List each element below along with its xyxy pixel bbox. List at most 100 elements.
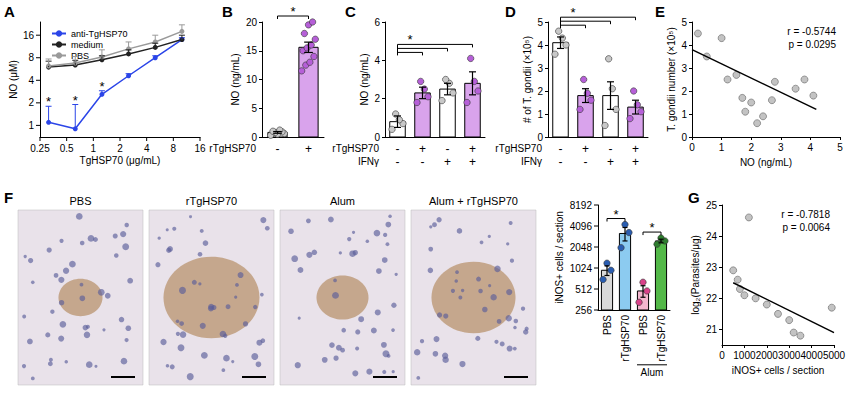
- svg-text:2: 2: [374, 93, 380, 104]
- svg-text:1: 1: [719, 142, 725, 153]
- svg-text:C: C: [345, 3, 356, 20]
- svg-text:-: -: [559, 142, 563, 156]
- svg-text:rTgHSP70: rTgHSP70: [656, 315, 667, 362]
- svg-text:*: *: [46, 94, 51, 109]
- svg-text:# of T. gondii (×10⁵): # of T. gondii (×10⁵): [522, 36, 533, 123]
- svg-text:IFNγ: IFNγ: [521, 156, 542, 167]
- svg-text:0: 0: [251, 132, 257, 143]
- svg-text:4096: 4096: [570, 221, 593, 232]
- svg-text:8: 8: [171, 143, 177, 154]
- svg-text:-: -: [396, 155, 400, 169]
- svg-text:-: -: [609, 142, 613, 156]
- svg-text:-: -: [446, 142, 450, 156]
- svg-text:4: 4: [681, 40, 687, 51]
- svg-text:4: 4: [537, 40, 543, 51]
- svg-text:log₂(Parasites/μg): log₂(Parasites/μg): [690, 235, 701, 315]
- svg-text:medium: medium: [71, 40, 103, 50]
- svg-text:5000: 5000: [823, 350, 846, 361]
- svg-text:+: +: [469, 155, 476, 169]
- svg-text:p = 0.0295: p = 0.0295: [788, 39, 836, 50]
- svg-text:4: 4: [28, 75, 34, 86]
- svg-text:0: 0: [719, 350, 725, 361]
- svg-text:2048: 2048: [570, 242, 593, 253]
- svg-text:22: 22: [706, 293, 718, 304]
- svg-text:3000: 3000: [778, 350, 801, 361]
- svg-text:2000: 2000: [756, 350, 779, 361]
- svg-text:Alum: Alum: [641, 367, 664, 378]
- svg-text:+: +: [632, 155, 639, 169]
- svg-text:*: *: [73, 93, 78, 108]
- svg-text:G: G: [688, 189, 700, 206]
- svg-text:F: F: [4, 189, 13, 206]
- svg-text:-: -: [396, 142, 400, 156]
- svg-text:1000: 1000: [733, 350, 756, 361]
- svg-text:1: 1: [91, 143, 97, 154]
- svg-text:iNOS+ cells / section: iNOS+ cells / section: [554, 211, 565, 304]
- svg-text:23: 23: [706, 262, 718, 273]
- svg-text:-: -: [584, 155, 588, 169]
- svg-text:rTgHSP70: rTgHSP70: [209, 143, 256, 154]
- svg-text:p = 0.0064: p = 0.0064: [782, 222, 830, 233]
- svg-text:+: +: [419, 142, 426, 156]
- svg-text:rTgHSP70: rTgHSP70: [495, 143, 542, 154]
- svg-text:-: -: [559, 155, 563, 169]
- svg-text:A: A: [4, 3, 15, 20]
- svg-text:+: +: [469, 142, 476, 156]
- svg-text:0.5: 0.5: [60, 143, 74, 154]
- svg-text:rTgHSP70: rTgHSP70: [332, 143, 379, 154]
- svg-text:512: 512: [575, 284, 592, 295]
- svg-text:+: +: [582, 142, 589, 156]
- svg-text:10: 10: [246, 74, 258, 85]
- svg-text:16: 16: [194, 143, 206, 154]
- svg-text:0: 0: [681, 132, 687, 143]
- svg-text:*: *: [407, 32, 412, 47]
- svg-text:T. gondii number (×10⁵): T. gondii number (×10⁵): [666, 27, 677, 131]
- svg-text:16: 16: [23, 30, 35, 41]
- svg-text:20: 20: [246, 17, 258, 28]
- svg-text:rTgHSP70: rTgHSP70: [620, 315, 631, 362]
- svg-text:-: -: [276, 142, 280, 156]
- svg-text:8192: 8192: [570, 200, 593, 211]
- svg-text:+: +: [305, 142, 312, 156]
- svg-text:5: 5: [837, 142, 843, 153]
- svg-text:PBS: PBS: [69, 195, 91, 207]
- svg-text:5: 5: [537, 17, 543, 28]
- svg-text:D: D: [505, 3, 516, 20]
- svg-text:3: 3: [778, 142, 784, 153]
- svg-text:3: 3: [537, 63, 543, 74]
- svg-text:NO (ng/mL): NO (ng/mL): [359, 53, 370, 105]
- svg-text:r = -0.7818: r = -0.7818: [781, 209, 830, 220]
- svg-text:2: 2: [28, 97, 34, 108]
- svg-text:1: 1: [537, 109, 543, 120]
- svg-text:-: -: [421, 155, 425, 169]
- svg-text:PBS: PBS: [638, 315, 649, 335]
- svg-text:15: 15: [246, 45, 258, 56]
- svg-text:4000: 4000: [800, 350, 823, 361]
- svg-text:iNOS+ cells / section: iNOS+ cells / section: [732, 365, 825, 376]
- svg-text:NO (ng/mL): NO (ng/mL): [230, 53, 241, 105]
- svg-text:+: +: [632, 142, 639, 156]
- svg-text:PBS: PBS: [602, 315, 613, 335]
- svg-text:25: 25: [706, 200, 718, 211]
- svg-text:+: +: [444, 155, 451, 169]
- svg-text:anti-TgHSP70: anti-TgHSP70: [71, 29, 128, 39]
- svg-text:IFNγ: IFNγ: [358, 156, 379, 167]
- svg-text:5: 5: [251, 103, 257, 114]
- svg-text:*: *: [570, 5, 575, 20]
- svg-text:2: 2: [748, 142, 754, 153]
- svg-text:4: 4: [374, 55, 380, 66]
- svg-text:1024: 1024: [570, 263, 593, 274]
- svg-text:r = -0.5744: r = -0.5744: [787, 26, 836, 37]
- svg-text:4: 4: [144, 143, 150, 154]
- svg-text:5: 5: [681, 17, 687, 28]
- svg-text:B: B: [222, 3, 233, 20]
- svg-text:NO (μM): NO (μM): [8, 60, 19, 99]
- svg-text:3: 3: [681, 63, 687, 74]
- svg-text:0: 0: [689, 142, 695, 153]
- svg-text:rTgHSP70: rTgHSP70: [186, 195, 237, 207]
- svg-text:0.25: 0.25: [30, 143, 50, 154]
- svg-text:2: 2: [117, 143, 123, 154]
- svg-text:E: E: [655, 3, 665, 20]
- svg-text:1: 1: [28, 120, 34, 131]
- svg-text:*: *: [99, 79, 104, 94]
